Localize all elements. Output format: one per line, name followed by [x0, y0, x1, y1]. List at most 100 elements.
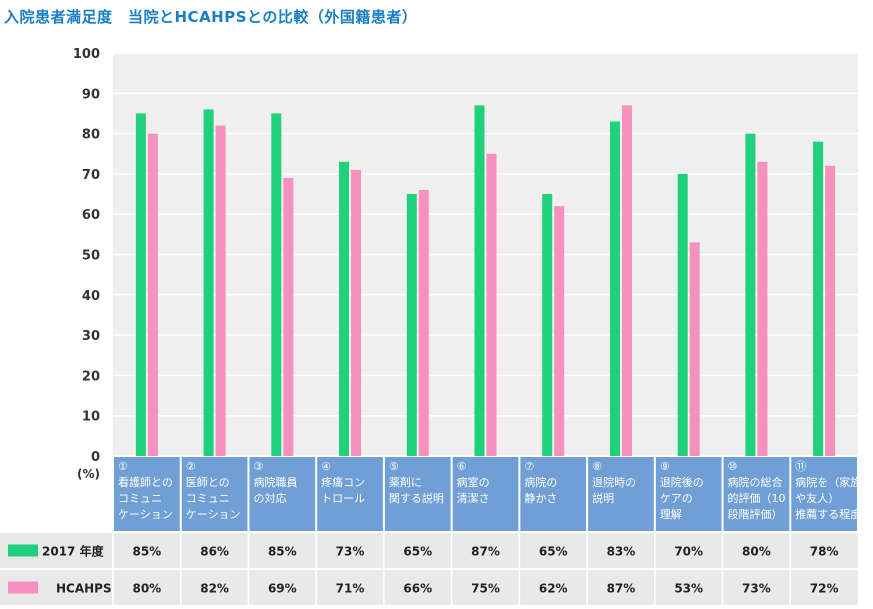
data-label: 62% — [539, 582, 568, 596]
category-box — [791, 457, 857, 531]
y-tick-label: 50 — [82, 249, 100, 264]
category-label: ⑤ — [389, 460, 399, 473]
y-tick-label: 10 — [82, 410, 100, 425]
category-label: ⑩ — [728, 460, 738, 473]
data-label: 73% — [742, 582, 771, 596]
category-label: 病院職員 — [253, 475, 297, 489]
category-label: 静かさ — [524, 491, 557, 505]
data-label: 85% — [268, 545, 297, 559]
data-label: 72% — [810, 582, 839, 596]
bar-hcahps — [689, 242, 700, 456]
data-label: 83% — [607, 545, 636, 559]
bar-2017 — [406, 194, 417, 457]
category-label: の対応 — [253, 491, 286, 505]
category-box — [452, 457, 519, 531]
data-label: 69% — [268, 582, 297, 596]
table-row — [0, 533, 858, 568]
category-label: 関する説明 — [389, 491, 444, 505]
data-label: 73% — [336, 545, 365, 559]
category-label: や友人） — [795, 491, 839, 505]
legend-swatch — [8, 544, 38, 557]
category-box — [723, 457, 790, 531]
category-label: 薬剤に — [389, 475, 422, 489]
legend-label: 2017 年度 — [42, 544, 105, 559]
bar-2017 — [339, 161, 350, 456]
category-label: 的評価（10 — [728, 491, 786, 505]
category-box — [249, 457, 316, 531]
legend-swatch — [8, 581, 38, 594]
bar-2017 — [135, 113, 146, 456]
bar-2017 — [745, 133, 756, 456]
category-label: ④ — [321, 460, 331, 473]
data-table: 2017 年度 85% 86% 85% 73% 65% 87% 65% 83% 70% 80% 78%… — [0, 533, 858, 605]
data-label: 85% — [132, 545, 161, 559]
bar-hcahps — [418, 190, 429, 456]
data-label: 80% — [132, 582, 161, 596]
y-axis: 0 10 20 30 40 50 60 70 80 90 100 — [73, 47, 100, 465]
bar-2017 — [813, 141, 824, 456]
bar-hcahps — [621, 105, 632, 456]
category-box — [384, 457, 451, 531]
category-label: 理解 — [660, 507, 682, 521]
bar-2017 — [542, 194, 553, 457]
category-label: ⑧ — [592, 460, 602, 473]
category-label: 退院時の — [592, 475, 636, 489]
bar-2017 — [609, 121, 620, 456]
data-label: 87% — [471, 545, 500, 559]
y-tick-label: 20 — [82, 369, 100, 384]
bar-hcahps — [757, 161, 768, 456]
y-tick-label: 100 — [73, 47, 100, 62]
legend-label: HCAHPS — [56, 582, 112, 596]
bar-2017 — [677, 173, 688, 456]
category-label: 病院の総合 — [728, 475, 783, 489]
category-label: ⑥ — [457, 460, 467, 473]
category-label: ⑦ — [524, 460, 534, 473]
category-label: ケアの — [660, 492, 693, 505]
category-box — [588, 457, 654, 531]
bar-2017 — [271, 113, 282, 456]
y-tick-label: 70 — [82, 168, 100, 183]
data-label: 71% — [336, 582, 365, 596]
data-label: 87% — [607, 582, 636, 596]
bar-hcahps — [215, 125, 226, 456]
category-label: トロール — [321, 492, 365, 505]
category-label: コミュニ — [186, 492, 230, 505]
y-tick-label: 90 — [82, 87, 100, 102]
bar-2017 — [474, 105, 485, 456]
bar-hcahps — [351, 169, 362, 456]
category-label: 清潔さ — [457, 491, 490, 505]
category-label: 説明 — [592, 491, 614, 505]
bar-hcahps — [486, 153, 497, 456]
data-label: 82% — [200, 582, 229, 596]
category-label: 病院を（家族 — [795, 475, 861, 489]
y-tick-label: 0 — [91, 450, 100, 465]
category-label: ⑪ — [795, 460, 806, 473]
category-label: ③ — [253, 460, 263, 473]
category-label: ⑨ — [660, 460, 670, 473]
category-label: 退院後の — [660, 475, 704, 489]
category-label: 段階評価） — [728, 507, 783, 521]
category-label: ② — [186, 460, 196, 473]
table-row — [0, 570, 858, 605]
bar-hcahps — [825, 165, 836, 456]
category-label: 看護師との — [118, 475, 173, 489]
category-label: 疼痛コン — [321, 475, 365, 489]
y-tick-label: 60 — [82, 208, 100, 223]
data-label: 80% — [742, 545, 771, 559]
category-box — [655, 457, 722, 531]
category-label: ① — [118, 460, 128, 473]
y-tick-label: 40 — [82, 289, 100, 304]
bar-hcahps — [554, 206, 565, 456]
bars — [135, 105, 836, 457]
data-label: 65% — [403, 545, 432, 559]
bar-hcahps — [147, 133, 158, 456]
category-box — [181, 457, 248, 531]
y-tick-label: 30 — [82, 329, 100, 344]
data-label: 70% — [674, 545, 703, 559]
category-label: ケーション — [186, 508, 241, 521]
category-label: ケーション — [118, 508, 173, 521]
category-box — [317, 457, 383, 531]
category-box — [520, 457, 587, 531]
gridlines — [113, 52, 858, 457]
